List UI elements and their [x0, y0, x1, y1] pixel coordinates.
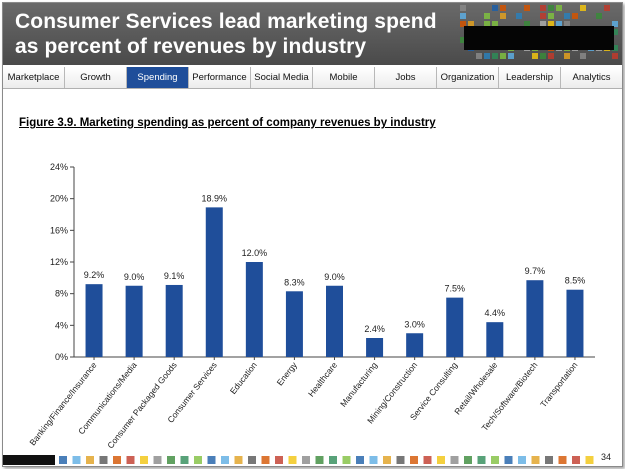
- bar: [125, 285, 143, 357]
- bar: [486, 322, 504, 357]
- y-tick-label: 24%: [50, 162, 68, 172]
- category-label: Retail/Wholesale: [452, 360, 499, 417]
- y-tick-label: 8%: [55, 289, 68, 299]
- category-label: Education: [228, 360, 259, 396]
- bar: [366, 338, 384, 357]
- bar: [85, 284, 103, 357]
- figure-title: Figure 3.9. Marketing spending as percen…: [19, 117, 436, 129]
- data-label: 9.0%: [124, 272, 145, 282]
- data-label: 3.0%: [404, 319, 425, 329]
- slide-header: Consumer Services lead marketing spend a…: [3, 3, 622, 65]
- data-label: 8.3%: [284, 277, 305, 287]
- bar: [566, 289, 584, 357]
- tab-organization[interactable]: Organization: [437, 67, 499, 88]
- y-tick-label: 12%: [50, 257, 68, 267]
- bar: [205, 207, 223, 357]
- y-tick-label: 20%: [50, 194, 68, 204]
- data-label: 12.0%: [242, 248, 268, 258]
- category-label: Transportation: [538, 360, 580, 409]
- category-label: Banking/Finance/Insurance: [27, 360, 98, 448]
- data-label: 9.7%: [525, 266, 546, 276]
- title-line-2: as percent of revenues by industry: [15, 35, 367, 58]
- category-label: Manufacturing: [338, 360, 379, 409]
- decorative-bottom-strip: [3, 455, 594, 465]
- bar: [446, 297, 464, 357]
- page-number: 34: [601, 452, 612, 462]
- tab-leadership[interactable]: Leadership: [499, 67, 561, 88]
- bar: [285, 291, 303, 357]
- bar: [406, 333, 424, 357]
- bar: [326, 285, 343, 357]
- category-label: Consumer Packaged Goods: [105, 360, 179, 450]
- tab-performance[interactable]: Performance: [189, 67, 251, 88]
- bar: [526, 280, 544, 357]
- data-label: 8.5%: [565, 276, 586, 286]
- bar: [245, 262, 263, 357]
- data-label: 9.1%: [164, 271, 185, 281]
- redacted-box: [464, 26, 614, 50]
- tab-mobile[interactable]: Mobile: [313, 67, 375, 88]
- y-tick-label: 16%: [50, 225, 68, 235]
- tab-jobs[interactable]: Jobs: [375, 67, 437, 88]
- data-label: 9.2%: [84, 270, 105, 280]
- title-line-1: Consumer Services lead marketing spend: [15, 10, 437, 33]
- slide-title: Consumer Services lead marketing spend a…: [15, 9, 437, 59]
- data-label: 2.4%: [364, 324, 385, 334]
- tab-spending[interactable]: Spending: [127, 67, 189, 88]
- data-label: 7.5%: [444, 284, 465, 294]
- y-tick-label: 4%: [55, 320, 68, 330]
- bar: [165, 284, 183, 357]
- y-tick-label: 0%: [55, 352, 68, 362]
- data-label: 9.0%: [324, 272, 345, 282]
- tab-growth[interactable]: Growth: [65, 67, 127, 88]
- tab-marketplace[interactable]: Marketplace: [3, 67, 65, 88]
- category-label: Energy: [275, 359, 300, 387]
- category-label: Healthcare: [306, 360, 339, 399]
- data-label: 18.9%: [202, 193, 228, 203]
- bar-chart: 0% 4% 8% 12% 16% 20% 24% 9.2% Banking/Finance/In…: [27, 162, 595, 450]
- nav-tabs: Marketplace Growth Spending Performance Soci…: [3, 67, 622, 89]
- tab-social-media[interactable]: Social Media: [251, 67, 313, 88]
- data-label: 4.4%: [485, 308, 506, 318]
- tab-analytics[interactable]: Analytics: [561, 67, 622, 88]
